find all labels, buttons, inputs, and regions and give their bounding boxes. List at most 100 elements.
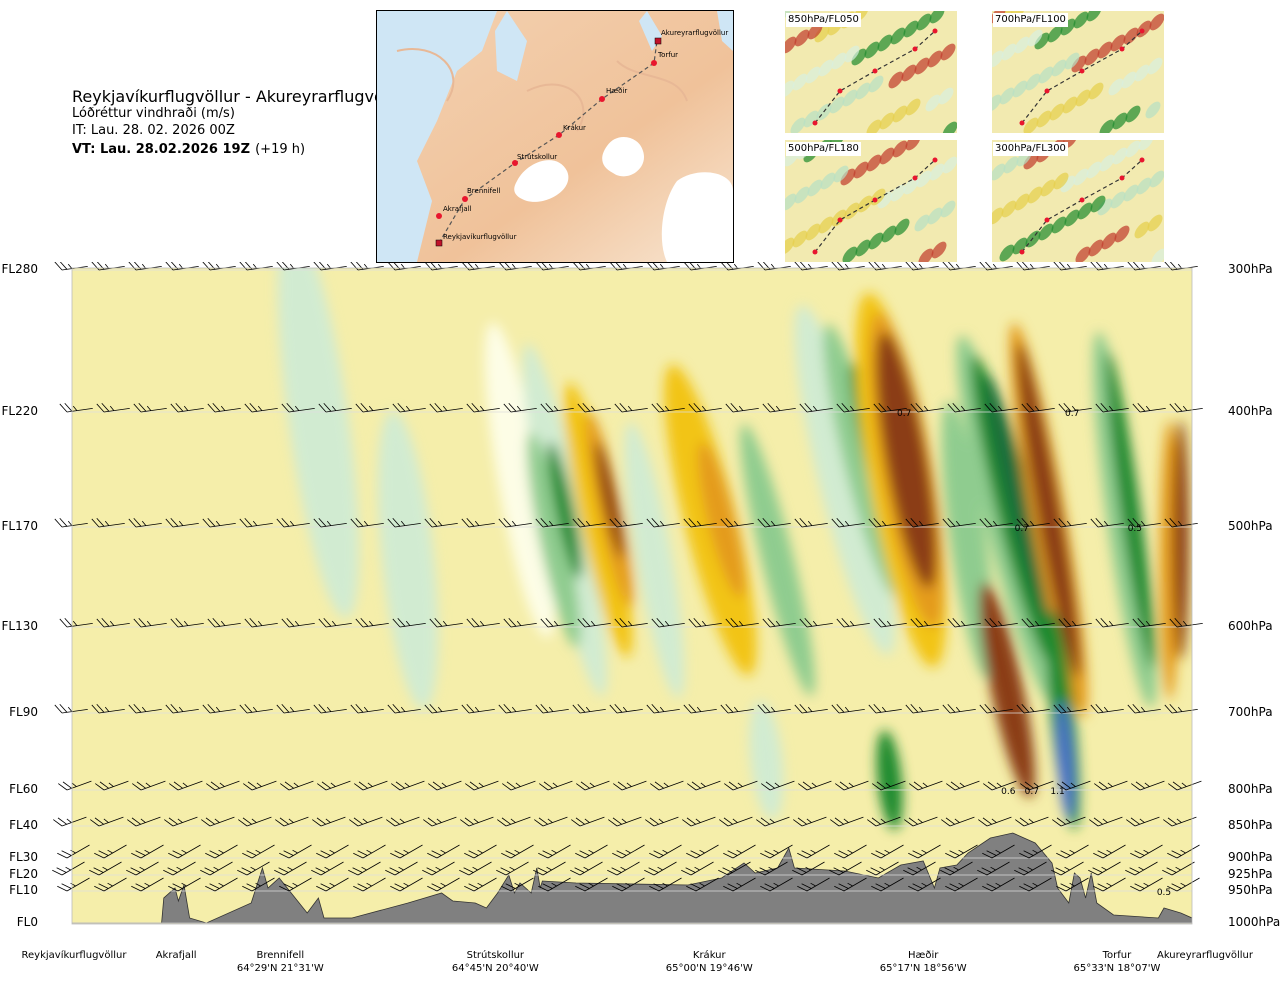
- waypoint-name: Reykjavíkurflugvöllur: [21, 950, 127, 961]
- wind-barb: [91, 703, 125, 714]
- field-layer: [72, 268, 1192, 924]
- level-panel-500: 500hPa/FL180: [785, 140, 957, 262]
- wind-barb: [979, 703, 1013, 714]
- level-panel-300-label: 300hPa/FL300: [993, 142, 1068, 156]
- wind-barb: [276, 703, 310, 714]
- wind-barb: [831, 517, 865, 528]
- wind-barb: [723, 844, 756, 859]
- flight-level-label: FL90: [9, 705, 38, 719]
- wind-barb: [461, 517, 495, 528]
- wind-barb: [538, 877, 571, 892]
- wind-barb: [829, 861, 862, 876]
- level-panel-850-label: 850hPa/FL050: [786, 13, 861, 27]
- wind-barb: [387, 703, 421, 714]
- wind-barb: [466, 402, 500, 413]
- wind-barb: [459, 861, 492, 876]
- wind-barb: [350, 517, 384, 528]
- wind-barb: [94, 877, 127, 892]
- wind-barb: [1088, 861, 1121, 876]
- waypoint-name: Krákur: [692, 950, 726, 961]
- wind-barb: [762, 617, 796, 628]
- wind-barb: [207, 402, 241, 413]
- wind-barb: [836, 402, 870, 413]
- wind-barb: [1053, 517, 1087, 528]
- chart-title: Reykjavíkurflugvöllur - Akureyrarflugvöl…: [72, 87, 410, 106]
- wind-barb: [1053, 703, 1087, 714]
- wind-barb: [165, 517, 199, 528]
- wind-barb: [577, 402, 611, 413]
- wind-barb: [868, 703, 902, 714]
- wind-barb: [313, 703, 347, 714]
- wind-barb: [1169, 617, 1203, 628]
- wind-barb: [90, 816, 124, 827]
- wind-barb: [1125, 861, 1158, 876]
- wind-barb: [1057, 780, 1091, 791]
- wind-barb: [497, 816, 531, 827]
- wind-barb: [128, 517, 162, 528]
- wind-barb: [429, 402, 463, 413]
- wind-barb: [58, 780, 92, 791]
- wind-barb: [128, 703, 162, 714]
- wind-barb: [460, 816, 494, 827]
- wind-barb: [1016, 703, 1050, 714]
- wind-barb: [572, 517, 606, 528]
- wind-barb: [871, 877, 904, 892]
- map-label-torfur: Torfur: [657, 51, 678, 59]
- wind-barb: [1093, 844, 1126, 859]
- wind-barb: [1095, 402, 1129, 413]
- value-annotation: 0.7: [1065, 409, 1079, 419]
- wind-barb: [1093, 877, 1126, 892]
- route-map-drawing: Akureyrarflugvöllur Torfur Hæðir Krákur …: [377, 11, 733, 262]
- waypoint-name: Akureyrarflugvöllur: [1156, 950, 1253, 961]
- wind-barb: [1130, 844, 1163, 859]
- wind-barb: [424, 703, 458, 714]
- wind-barb: [688, 617, 722, 628]
- wind-barb: [613, 780, 647, 791]
- wind-barb: [982, 877, 1015, 892]
- wind-barb: [834, 877, 867, 892]
- wind-barb: [503, 402, 537, 413]
- waypoint-coord: 65°17'N 18°56'W: [879, 963, 967, 974]
- value-annotation: 0.6: [1001, 787, 1016, 797]
- pressure-level-label: 1000hPa: [1228, 915, 1280, 929]
- wind-barb: [126, 861, 159, 876]
- wind-barb: [200, 861, 233, 876]
- wind-barb: [275, 816, 309, 827]
- wind-barb: [540, 617, 574, 628]
- wind-barb: [873, 402, 907, 413]
- wind-barb: [978, 816, 1012, 827]
- wind-barb: [797, 844, 830, 859]
- wind-barb: [498, 703, 532, 714]
- wind-barb: [683, 703, 717, 714]
- wind-barb: [607, 861, 640, 876]
- wind-barb: [349, 816, 383, 827]
- wind-barb: [687, 780, 721, 791]
- wind-barb: [353, 844, 386, 859]
- waypoint-coord: 65°33'N 18°07'W: [1073, 963, 1161, 974]
- wind-barb: [57, 844, 90, 859]
- wind-barb: [496, 861, 529, 876]
- wind-barb: [945, 844, 978, 859]
- cross-section-plot: 0.7 0.7 0.7 0.5 0.6 0.7 1.1 0.5: [52, 262, 1203, 925]
- wind-barb: [168, 844, 201, 859]
- wind-barb: [279, 844, 312, 859]
- chart-subtitle: Lóðréttur vindhraði (m/s): [72, 106, 235, 121]
- wind-barb: [353, 877, 386, 892]
- wind-barb: [243, 780, 277, 791]
- wind-barb: [984, 402, 1018, 413]
- wind-barb: [95, 780, 129, 791]
- wind-barb: [501, 877, 534, 892]
- wind-barb: [650, 780, 684, 791]
- wind-barb: [572, 703, 606, 714]
- wind-barb: [54, 703, 88, 714]
- map-label-krakur: Krákur: [563, 124, 586, 132]
- wind-barb: [835, 780, 869, 791]
- wind-barb: [718, 861, 751, 876]
- wind-barb: [313, 517, 347, 528]
- wind-barb: [170, 402, 204, 413]
- wind-barb: [205, 877, 238, 892]
- wind-barb: [317, 780, 351, 791]
- wind-barb: [498, 517, 532, 528]
- wind-barb: [239, 703, 273, 714]
- wind-barb: [1167, 844, 1200, 859]
